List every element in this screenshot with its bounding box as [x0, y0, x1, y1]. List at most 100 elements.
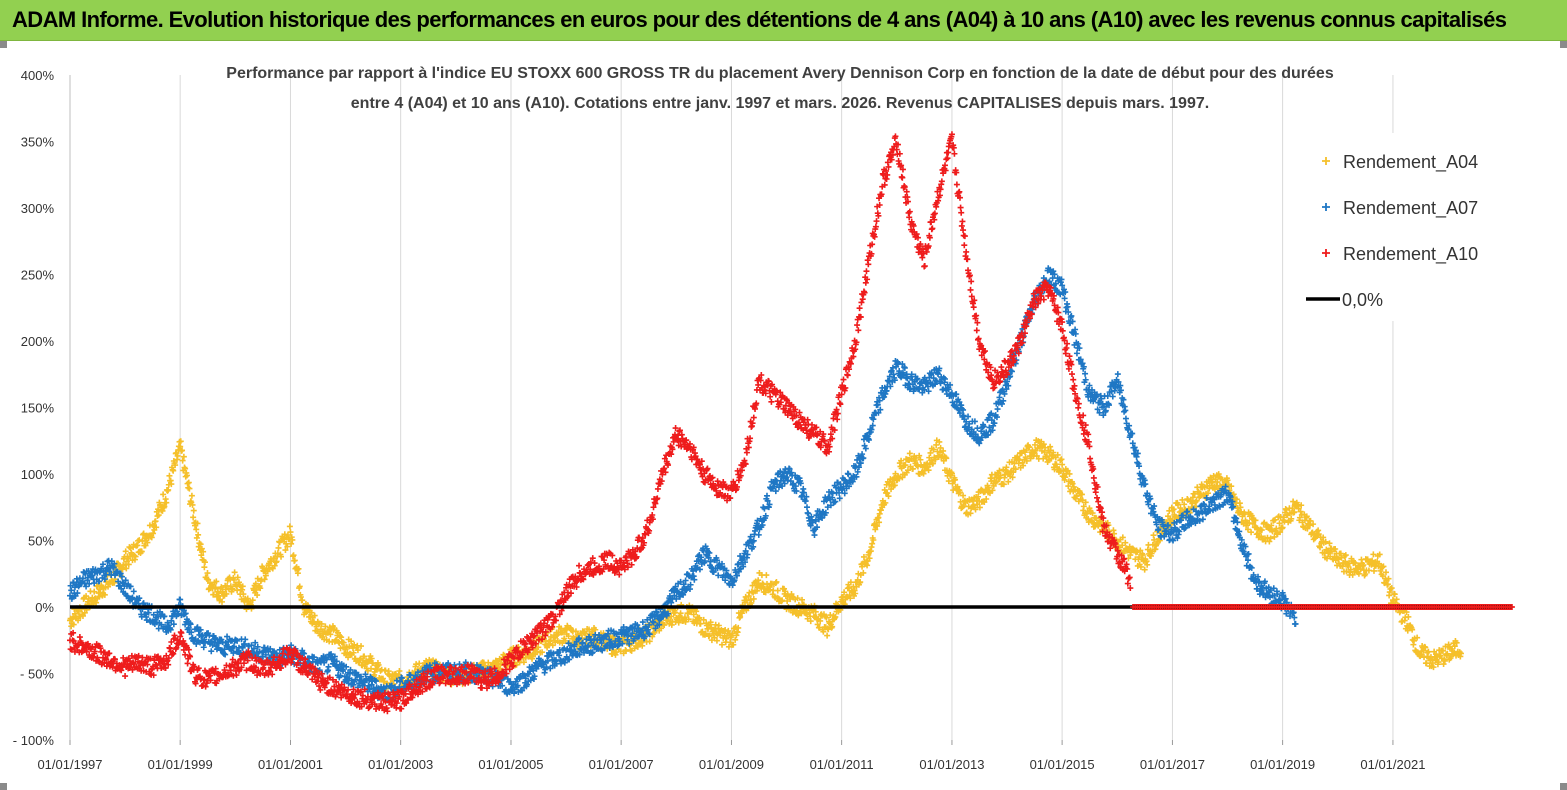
- data-point: [223, 590, 230, 597]
- data-point: [534, 648, 541, 655]
- data-point: [646, 638, 653, 645]
- data-point: [375, 661, 382, 668]
- data-point: [705, 625, 712, 632]
- data-point: [91, 588, 98, 595]
- data-point: [150, 530, 157, 537]
- data-point: [218, 584, 225, 591]
- data-point: [122, 673, 129, 680]
- data-point: [685, 616, 692, 623]
- data-point: [160, 491, 167, 498]
- data-point: [357, 655, 364, 662]
- data-point: [364, 667, 371, 674]
- data-point: [562, 637, 569, 644]
- data-point: [70, 621, 77, 628]
- data-point: [617, 648, 624, 655]
- data-point: [974, 425, 981, 432]
- data-point: [193, 526, 200, 533]
- data-point: [1425, 648, 1432, 655]
- data-point: [210, 591, 217, 598]
- data-point: [193, 534, 200, 541]
- data-point: [763, 572, 770, 579]
- data-point: [348, 638, 355, 645]
- data-point: [358, 643, 365, 650]
- chart-area: Performance par rapport à l'indice EU ST…: [0, 41, 1567, 790]
- series-rendement_a10: [67, 131, 1134, 715]
- data-point: [416, 660, 423, 667]
- data-point: [208, 648, 215, 655]
- data-point: [159, 507, 166, 514]
- data-point: [295, 565, 302, 572]
- data-point: [132, 553, 139, 560]
- data-point: [101, 591, 108, 598]
- data-point: [254, 575, 261, 582]
- data-point: [750, 595, 757, 602]
- data-point: [200, 548, 207, 555]
- grid-lines: [69, 75, 1394, 740]
- data-point: [732, 636, 739, 643]
- data-point: [177, 438, 184, 445]
- data-point: [154, 513, 161, 520]
- data-point: [195, 531, 202, 538]
- data-point: [722, 627, 729, 634]
- data-point: [299, 597, 306, 604]
- data-point: [136, 537, 143, 544]
- data-point: [715, 622, 722, 629]
- data-point: [1317, 544, 1324, 551]
- data-point: [549, 642, 556, 649]
- data-point: [219, 598, 225, 605]
- data-point: [148, 534, 155, 541]
- data-point: [152, 518, 159, 525]
- data-point: [204, 570, 211, 577]
- data-point: [639, 642, 646, 649]
- data-point: [236, 581, 243, 588]
- header-banner: ADAM Informe. Evolution historique des p…: [0, 0, 1567, 41]
- data-point: [706, 632, 713, 639]
- data-point: [311, 612, 318, 619]
- data-point: [1073, 350, 1080, 357]
- data-point: [1068, 312, 1075, 319]
- data-point: [278, 553, 285, 560]
- data-point: [242, 636, 249, 643]
- data-point: [168, 481, 175, 488]
- chart-title-line2: entre 4 (A04) et 10 ans (A10). Cotations…: [351, 95, 1209, 112]
- data-point: [334, 629, 341, 636]
- data-point: [230, 576, 237, 583]
- data-point: [592, 626, 599, 633]
- data-point: [271, 562, 278, 569]
- data-point: [205, 576, 212, 583]
- data-point: [215, 590, 222, 597]
- data-point: [811, 532, 818, 539]
- data-point: [485, 659, 492, 666]
- data-point: [308, 609, 315, 616]
- data-point: [730, 641, 737, 648]
- data-point: [513, 661, 520, 668]
- data-point: [122, 548, 129, 555]
- data-point: [396, 668, 403, 675]
- data-point: [994, 406, 1001, 413]
- data-point: [345, 654, 352, 661]
- data-point: [572, 628, 579, 635]
- data-point: [257, 585, 264, 592]
- data-point: [234, 574, 241, 581]
- data-point: [735, 624, 742, 631]
- data-point: [287, 529, 294, 536]
- data-point: [661, 622, 668, 629]
- data-point: [96, 593, 103, 600]
- data-point: [123, 565, 130, 572]
- chart-title: Performance par rapport à l'indice EU ST…: [226, 65, 1334, 112]
- data-point: [369, 660, 376, 667]
- data-point: [690, 611, 697, 618]
- data-point: [179, 457, 186, 464]
- data-point: [212, 584, 219, 591]
- data-point: [155, 506, 162, 513]
- data-point: [194, 520, 201, 527]
- data-point: [182, 465, 189, 472]
- data-point: [174, 452, 181, 459]
- chart-svg: Performance par rapport à l'indice EU ST…: [13, 65, 1515, 772]
- data-point: [153, 524, 160, 531]
- data-point: [1058, 456, 1065, 463]
- data-point: [742, 593, 749, 600]
- data-point: [275, 544, 282, 551]
- data-point: [165, 486, 172, 493]
- data-point: [163, 499, 170, 506]
